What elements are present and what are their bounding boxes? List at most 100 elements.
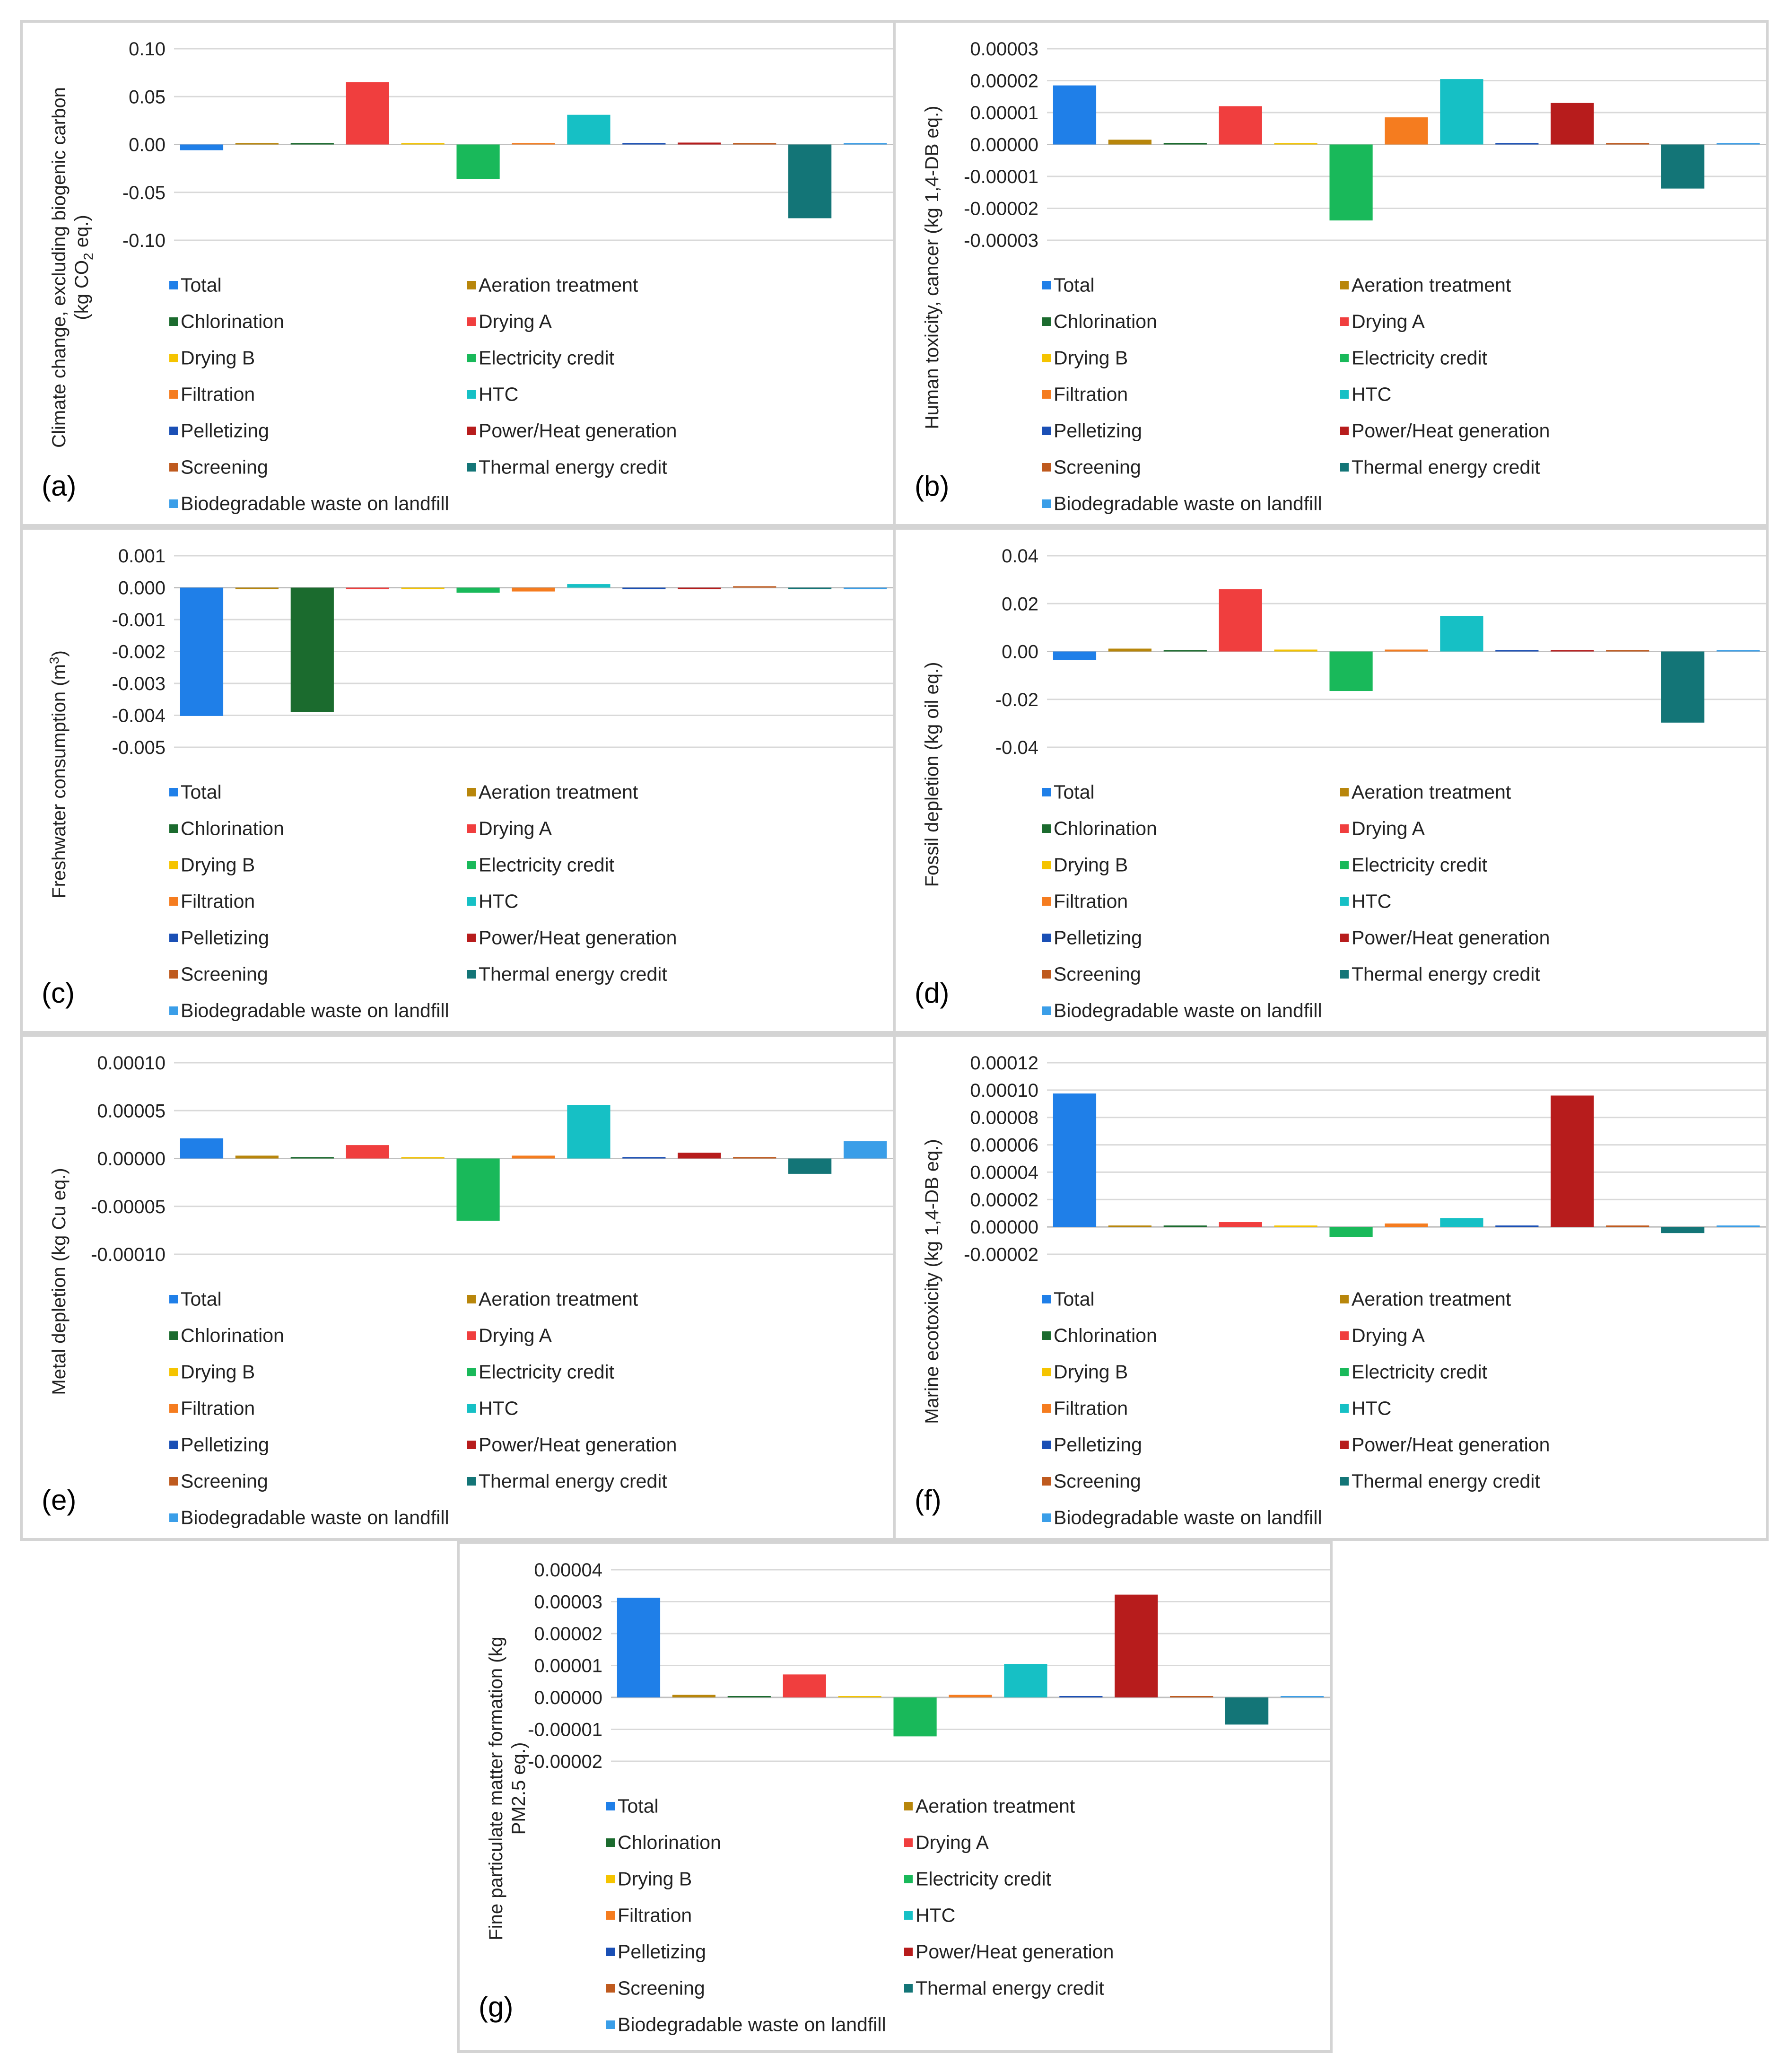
legend-swatch bbox=[1340, 390, 1349, 399]
bar-drying-b bbox=[401, 1157, 445, 1159]
legend-swatch bbox=[169, 1513, 178, 1522]
y-tick-label: 0.00000 bbox=[970, 135, 1038, 156]
bar-chlorination bbox=[1163, 650, 1207, 652]
chart-svg: 0.001 0.000 -0.001 -0.002 -0.003 -0.004 -0.005… bbox=[47, 546, 893, 899]
bar-power-heat-generation bbox=[678, 587, 721, 589]
legend-label: Total bbox=[1054, 274, 1095, 296]
legend-swatch bbox=[169, 1404, 178, 1413]
y-tick-label: -0.00001 bbox=[528, 1720, 602, 1740]
legend-label: Aeration treatment bbox=[1352, 781, 1511, 803]
bar-electricity-credit bbox=[893, 1697, 937, 1737]
y-tick-label: 0.10 bbox=[129, 39, 166, 60]
panel-label: (a) bbox=[42, 470, 77, 502]
legend-swatch bbox=[467, 897, 476, 906]
bar-thermal-energy-credit bbox=[788, 587, 832, 589]
chart-panel-f: 0.00012 0.00010 0.00008 0.00006 0.00004 0.000… bbox=[893, 1034, 1769, 1541]
legend-item-pelletizing: Pelletizing bbox=[169, 926, 269, 949]
y-tick-label: 0.00004 bbox=[534, 1560, 602, 1581]
legend-swatch bbox=[467, 970, 476, 979]
legend-label: Drying B bbox=[1054, 1361, 1128, 1383]
chart-svg: 0.00004 0.00003 0.00002 0.00001 0.00000 -0.00… bbox=[486, 1560, 1330, 1941]
legend-item-electricity-credit: Electricity credit bbox=[467, 1360, 614, 1383]
bar-drying-b bbox=[1274, 649, 1317, 652]
legend-label: Drying B bbox=[1054, 347, 1128, 369]
legend-item-drying-b: Drying B bbox=[169, 853, 255, 876]
legend-label: Filtration bbox=[181, 383, 255, 405]
legend-item-drying-b: Drying B bbox=[169, 346, 255, 369]
legend-swatch bbox=[1042, 1295, 1051, 1304]
legend-swatch bbox=[169, 1006, 178, 1015]
legend-swatch bbox=[169, 1368, 178, 1377]
bar-chlorination bbox=[1163, 143, 1207, 145]
legend-label: Total bbox=[181, 274, 222, 296]
legend-swatch bbox=[169, 970, 178, 979]
legend-label: Pelletizing bbox=[618, 1941, 706, 1963]
bar-aeration-treatment bbox=[1108, 140, 1151, 145]
panel-label: (g) bbox=[479, 1991, 514, 2023]
legend-swatch bbox=[1042, 1404, 1051, 1413]
bar-total bbox=[1053, 651, 1097, 660]
legend-item-screening: Screening bbox=[606, 1976, 705, 2000]
y-tick-label: -0.004 bbox=[112, 706, 166, 726]
y-tick-label: -0.00001 bbox=[964, 166, 1038, 187]
legend-swatch bbox=[1340, 281, 1349, 290]
legend-item-filtration: Filtration bbox=[1042, 382, 1128, 406]
legend-item-biodegradable-waste-on-landfill: Biodegradable waste on landfill bbox=[169, 998, 449, 1022]
legend-item-drying-a: Drying A bbox=[467, 1323, 552, 1347]
legend-label: Biodegradable waste on landfill bbox=[181, 999, 449, 1022]
bar-chlorination bbox=[290, 143, 334, 145]
y-tick-label: 0.02 bbox=[1002, 594, 1038, 614]
legend-swatch bbox=[169, 1331, 178, 1340]
y-tick-label: -0.00010 bbox=[91, 1244, 166, 1265]
legend-item-pelletizing: Pelletizing bbox=[169, 1433, 269, 1456]
y-axis-label: Marine ecotoxicity (kg 1,4-DB eq.) bbox=[922, 1139, 942, 1424]
legend-item-power-heat-generation: Power/Heat generation bbox=[467, 419, 677, 442]
legend-label: Thermal energy credit bbox=[1352, 1470, 1540, 1492]
y-tick-label: -0.05 bbox=[122, 183, 166, 203]
legend-label: Drying B bbox=[618, 1868, 692, 1890]
y-tick-label: -0.00005 bbox=[91, 1197, 166, 1217]
legend-label: Pelletizing bbox=[1054, 420, 1142, 442]
legend-swatch bbox=[904, 1838, 913, 1847]
legend-item-htc: HTC bbox=[467, 889, 518, 913]
y-tick-label: 0.00000 bbox=[97, 1149, 166, 1170]
chart-panel-e: 0.00010 0.00005 0.00000 -0.00005 -0.00010 Met… bbox=[20, 1034, 896, 1541]
legend-label: Chlorination bbox=[1054, 817, 1157, 839]
legend-label: Aeration treatment bbox=[479, 781, 638, 803]
legend-item-htc: HTC bbox=[1340, 1396, 1391, 1420]
legend-item-htc: HTC bbox=[467, 1396, 518, 1420]
legend-label: Electricity credit bbox=[479, 1361, 615, 1383]
y-tick-label: -0.02 bbox=[995, 690, 1038, 710]
bar-pelletizing bbox=[622, 1157, 666, 1159]
legend-swatch bbox=[169, 824, 178, 833]
legend-label: Total bbox=[618, 1795, 659, 1817]
legend-swatch bbox=[169, 934, 178, 943]
legend-item-drying-a: Drying A bbox=[904, 1830, 989, 1854]
legend-label: Biodegradable waste on landfill bbox=[181, 1506, 449, 1529]
bar-drying-a bbox=[1219, 106, 1262, 145]
legend-item-drying-b: Drying B bbox=[606, 1867, 692, 1890]
legend-swatch bbox=[606, 1838, 615, 1847]
legend-label: Electricity credit bbox=[916, 1868, 1052, 1890]
chart-panel-c: 0.001 0.000 -0.001 -0.002 -0.003 -0.004 -0.005… bbox=[20, 527, 896, 1034]
legend-label: Total bbox=[1054, 1288, 1095, 1310]
legend-label: Drying A bbox=[479, 817, 552, 839]
legend-item-chlorination: Chlorination bbox=[1042, 309, 1157, 333]
bar-biodegradable-waste-on-landfill bbox=[843, 587, 887, 589]
legend-swatch bbox=[169, 390, 178, 399]
legend-item-power-heat-generation: Power/Heat generation bbox=[467, 1433, 677, 1456]
legend-label: Power/Heat generation bbox=[1352, 927, 1550, 949]
y-axis-label: Human toxicity, cancer (kg 1,4-DB eq.) bbox=[922, 106, 942, 429]
y-tick-label: 0.00008 bbox=[970, 1108, 1038, 1128]
legend-label: Screening bbox=[1054, 1470, 1141, 1492]
legend-item-chlorination: Chlorination bbox=[1042, 1323, 1157, 1347]
chart-svg: 0.10 0.05 0.00 -0.05 -0.10 Climate change, ex… bbox=[49, 39, 893, 448]
y-tick-label: -0.001 bbox=[112, 610, 166, 630]
legend-label: Filtration bbox=[181, 1397, 255, 1419]
legend-swatch bbox=[1042, 390, 1051, 399]
legend-item-total: Total bbox=[1042, 273, 1095, 297]
legend-swatch bbox=[1042, 499, 1051, 508]
y-tick-label: 0.00003 bbox=[534, 1592, 602, 1613]
legend-swatch bbox=[467, 1295, 476, 1304]
legend-swatch bbox=[1340, 824, 1349, 833]
